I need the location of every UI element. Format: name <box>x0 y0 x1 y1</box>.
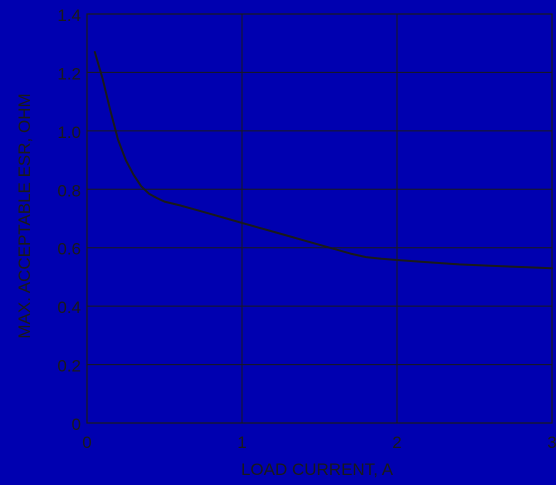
y-tick-label: 1.0 <box>57 123 81 142</box>
series-line <box>93 51 553 270</box>
y-tick-label: 0.6 <box>57 240 81 259</box>
plot-frame <box>86 13 553 424</box>
grid <box>86 13 553 424</box>
x-tick-label: 2 <box>392 433 401 452</box>
x-tick-label: 1 <box>237 433 246 452</box>
y-tick-label: 0.4 <box>57 298 81 317</box>
y-tick-label: 1.4 <box>57 6 81 25</box>
x-tick-label: 0 <box>82 433 91 452</box>
y-tick-label: 0 <box>72 415 81 434</box>
tick-labels: 0 1 2 3 0 0.2 0.4 0.6 0.8 1.0 1.2 1.4 <box>57 6 556 452</box>
y-tick-label: 0.2 <box>57 357 81 376</box>
y-tick-label: 1.2 <box>57 64 81 83</box>
x-axis-label: LOAD CURRENT, A <box>241 460 394 479</box>
x-tick-label: 3 <box>547 433 556 452</box>
y-axis-label: MAX. ACCEPTABLE ESR, OHM <box>15 93 34 338</box>
y-tick-label: 0.8 <box>57 181 81 200</box>
